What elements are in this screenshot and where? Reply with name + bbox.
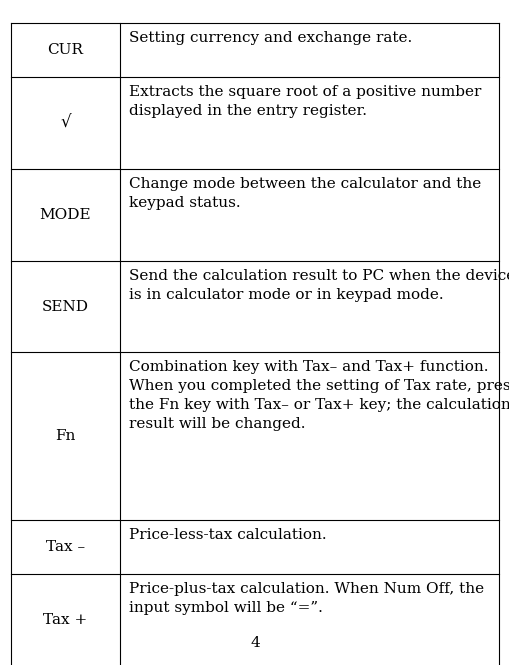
- Text: 4: 4: [249, 636, 260, 650]
- Text: Price-plus-tax calculation. When Num Off, the
input symbol will be “=”.: Price-plus-tax calculation. When Num Off…: [129, 582, 483, 615]
- Text: Tax –: Tax –: [46, 540, 85, 554]
- Text: Price-less-tax calculation.: Price-less-tax calculation.: [129, 528, 326, 542]
- Text: Tax +: Tax +: [43, 612, 88, 627]
- Text: Fn: Fn: [55, 429, 75, 444]
- Text: Combination key with Tax– and Tax+ function.
When you completed the setting of T: Combination key with Tax– and Tax+ funct…: [129, 360, 509, 432]
- Text: MODE: MODE: [40, 207, 91, 222]
- Text: √: √: [60, 114, 71, 132]
- Text: Extracts the square root of a positive number
displayed in the entry register.: Extracts the square root of a positive n…: [129, 85, 480, 118]
- Text: Send the calculation result to PC when the device
is in calculator mode or in ke: Send the calculation result to PC when t…: [129, 269, 509, 302]
- Text: Setting currency and exchange rate.: Setting currency and exchange rate.: [129, 31, 411, 45]
- Text: Change mode between the calculator and the
keypad status.: Change mode between the calculator and t…: [129, 177, 480, 210]
- Text: SEND: SEND: [42, 299, 89, 314]
- Text: CUR: CUR: [47, 43, 83, 57]
